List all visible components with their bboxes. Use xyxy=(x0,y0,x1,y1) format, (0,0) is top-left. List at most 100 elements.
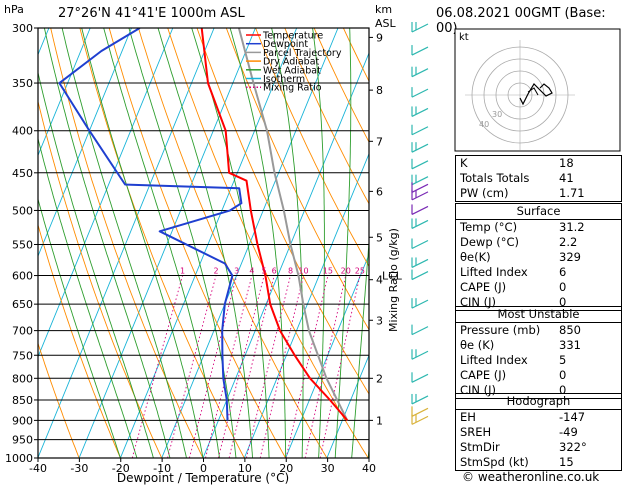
wind-barb xyxy=(411,324,429,336)
mixing-ratio-line xyxy=(285,275,329,458)
pressure-tick-label: 350 xyxy=(12,77,33,90)
stat-row: Totals Totals 41 xyxy=(456,171,621,186)
mixing-ratio-line xyxy=(304,275,347,458)
stat-label: Pressure (mb) xyxy=(460,323,541,337)
altitude-tick-label: 7 xyxy=(376,135,383,148)
isotherm-line xyxy=(161,28,339,458)
altitude-tick-label: 8 xyxy=(376,84,383,97)
isotherm-line xyxy=(0,28,8,458)
wind-barb xyxy=(411,204,429,215)
wind-barb xyxy=(411,218,429,229)
stat-value: 6 xyxy=(559,265,567,279)
dewpoint-series xyxy=(58,28,243,421)
panel-body: EH -147 SREH -49 StmDir 322° StmSpd (kt) 15 xyxy=(456,409,621,470)
stat-label: Temp (°C) xyxy=(460,220,518,234)
dry-adiabat-line xyxy=(284,28,369,205)
wind-barb-shaft xyxy=(411,176,429,186)
wind-barb-shaft xyxy=(411,415,429,425)
wind-barb xyxy=(411,393,429,405)
stat-value: 41 xyxy=(559,171,574,185)
wind-barb xyxy=(411,298,429,309)
wind-barb xyxy=(411,238,429,250)
wet-adiabat-line xyxy=(38,70,154,458)
panel-title: Surface xyxy=(516,204,561,218)
wind-barb-shaft xyxy=(411,326,429,336)
wind-barb-shaft xyxy=(411,88,429,98)
storm-motion-marker xyxy=(527,87,539,96)
hodograph-stats-panel: Hodograph EH -147 SREH -49 StmDir 322° StmSpd (… xyxy=(455,393,622,471)
wind-barb xyxy=(411,257,429,268)
mixing-ratio-line xyxy=(259,275,304,458)
stat-label: θe(K) xyxy=(460,250,491,264)
mixing-ratio-label: 3 xyxy=(234,267,239,276)
stat-value: 31.2 xyxy=(559,220,585,234)
stat-label: Lifted Index xyxy=(460,353,528,367)
pressure-tick-label: 800 xyxy=(12,372,33,385)
pressure-tick-label: 500 xyxy=(12,204,33,217)
stat-row: EH -147 xyxy=(456,410,621,425)
stat-value: 18 xyxy=(559,156,574,170)
pressure-tick-label: 400 xyxy=(12,125,33,138)
altitude-tick-label: 5 xyxy=(376,231,383,244)
stat-row: StmSpd (kt) 15 xyxy=(456,455,621,470)
mixing-ratio-label: 6 xyxy=(272,267,277,276)
temperature-series xyxy=(200,28,349,422)
pressure-tick-label: 600 xyxy=(12,270,33,283)
hodograph-frame xyxy=(454,28,621,152)
pressure-tick-label: 550 xyxy=(12,238,33,251)
stat-row: θe(K) 329 xyxy=(456,250,621,265)
wind-barb-shaft xyxy=(411,68,429,78)
wind-barb-shaft xyxy=(411,219,429,229)
mixing-ratio-line xyxy=(167,275,217,458)
wind-barb-shaft xyxy=(411,160,429,170)
stat-row: PW (cm) 1.71 xyxy=(456,186,621,201)
altitude-tick-label: 1 xyxy=(376,414,383,427)
stat-label: θe (K) xyxy=(460,338,495,352)
mixing-ratio-label: 10 xyxy=(298,267,308,276)
stat-row: Pressure (mb) 850 xyxy=(456,323,621,338)
wind-barb xyxy=(411,174,429,186)
mixing-ratio-label: 20 xyxy=(341,267,351,276)
wind-barb-shaft xyxy=(411,191,429,201)
wind-barb-shaft xyxy=(411,239,429,250)
isotherm-line xyxy=(38,28,91,157)
wet-adiabat-line xyxy=(43,28,171,458)
temperature-tick-label: -10 xyxy=(153,462,171,475)
stat-row: K 18 xyxy=(456,156,621,171)
stat-label: CAPE (J) xyxy=(460,368,507,382)
stat-value: -147 xyxy=(559,410,586,424)
altitude-tick-label: 3 xyxy=(376,314,383,327)
stat-value: 2.2 xyxy=(559,235,578,249)
wind-barb-shaft xyxy=(411,373,429,383)
isotherm-line xyxy=(243,152,369,458)
panel-body: Pressure (mb) 850 θe (K) 331 Lifted Index 5 CA… xyxy=(456,322,621,398)
stat-value: 331 xyxy=(559,338,581,352)
stat-value: 1.71 xyxy=(559,186,585,200)
x-axis-label: Dewpoint / Temperature (°C) xyxy=(117,471,289,485)
dry-adiabat-line xyxy=(255,28,369,268)
hodograph-unit-label: kt xyxy=(459,32,469,43)
wind-barb-shaft xyxy=(411,407,429,417)
stat-label: Totals Totals xyxy=(460,171,530,185)
legend-label: Dry Adiabat xyxy=(263,57,320,68)
stat-label: Lifted Index xyxy=(460,265,528,279)
temperature-tick-label: 20 xyxy=(279,462,293,475)
wind-barb xyxy=(411,142,429,153)
stat-value: 0 xyxy=(559,295,567,309)
stat-label: PW (cm) xyxy=(460,186,509,200)
datetime-title: 06.08.2021 00GMT (Base: 00) xyxy=(436,6,606,36)
pressure-tick-label: 900 xyxy=(12,414,33,427)
stat-label: K xyxy=(460,156,468,170)
mixing-ratio-label: 2 xyxy=(213,267,218,276)
stat-value: 850 xyxy=(559,323,581,337)
asl-label: ASL xyxy=(375,17,397,30)
location-title: 27°26'N 41°41'E 1000m ASL xyxy=(58,6,245,21)
wind-barb xyxy=(411,158,429,170)
isotherm-line xyxy=(285,253,369,458)
wind-barb-shaft xyxy=(411,107,429,117)
stat-label: CAPE (J) xyxy=(460,280,507,294)
mixing-ratio-label: 1 xyxy=(180,267,185,276)
hodograph-trace xyxy=(519,83,553,106)
mixing-ratio-line xyxy=(217,275,265,458)
